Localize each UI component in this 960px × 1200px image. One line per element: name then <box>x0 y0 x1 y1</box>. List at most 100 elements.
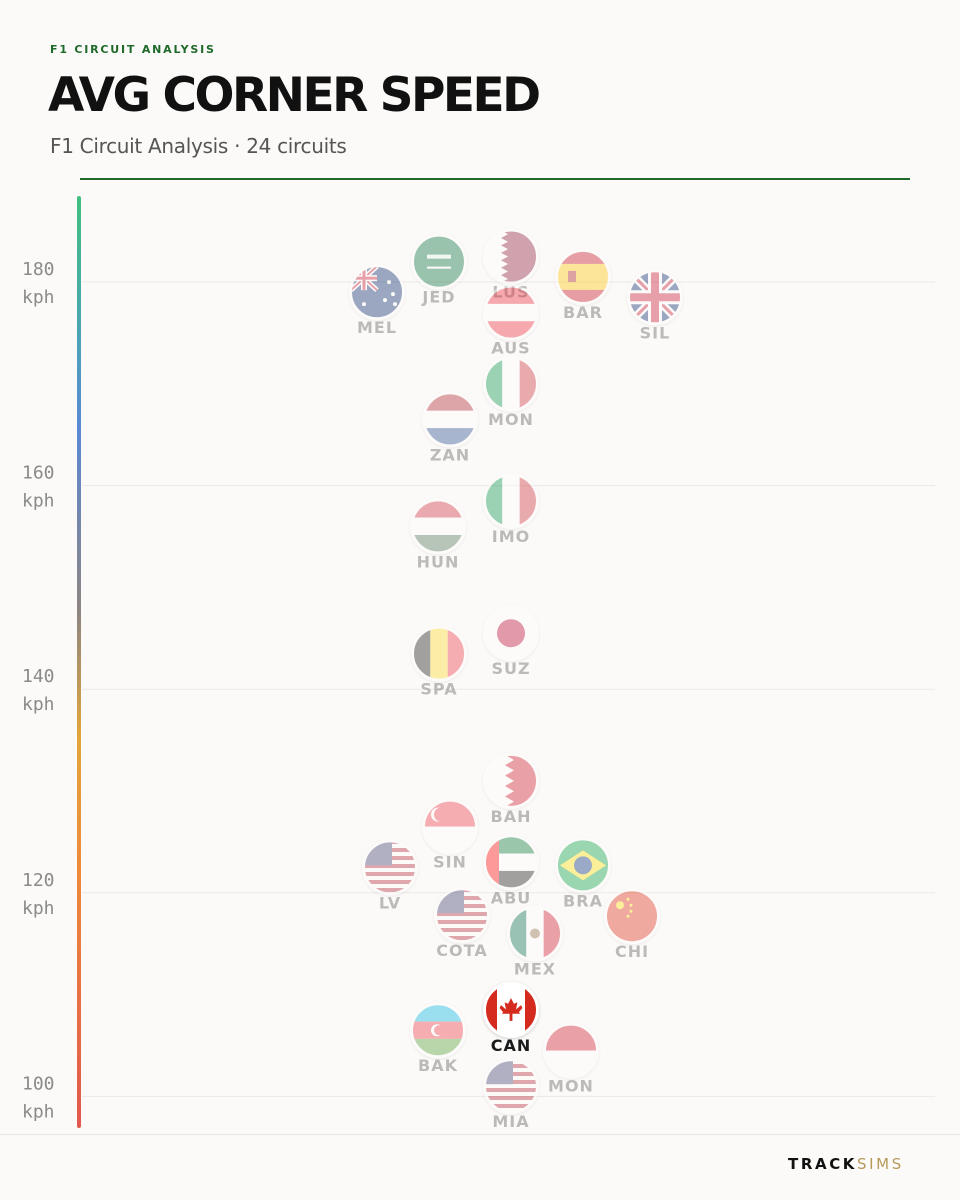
circuit-point: MON <box>483 355 539 429</box>
flag-badge <box>422 798 478 855</box>
flag-badge <box>411 625 467 682</box>
circuit-point: JED <box>411 233 467 307</box>
circuit-label: SPA <box>420 680 457 699</box>
circuit-point: HUN <box>410 498 466 571</box>
circuit-point: AUS <box>483 284 539 358</box>
flag-badge <box>410 498 466 555</box>
brazil-flag-icon <box>557 839 609 892</box>
circuit-point: MON <box>543 1022 599 1096</box>
circuit-point: SUZ <box>483 605 539 678</box>
circuit-label: MON <box>488 410 534 429</box>
brand-logo: TRACKSIMS <box>788 1155 904 1173</box>
circuit-label: IMO <box>492 527 530 546</box>
circuit-label: BAH <box>491 807 532 826</box>
flag-badge <box>483 605 539 662</box>
circuit-label: ABU <box>491 888 532 907</box>
circuit-point: CAN <box>483 981 539 1055</box>
austria-flag-icon <box>485 286 537 339</box>
uae-flag-icon <box>485 836 537 889</box>
circuit-label: SUZ <box>491 659 530 678</box>
flag-badge <box>483 228 539 285</box>
flag-badge <box>483 355 539 412</box>
usa-flag-icon <box>436 889 488 942</box>
circuit-point: BAR <box>555 248 611 322</box>
circuit-label: COTA <box>436 941 487 960</box>
header-divider <box>80 178 910 180</box>
circuit-label: MEL <box>357 318 397 337</box>
flag-badge <box>349 264 405 321</box>
flag-badge <box>627 269 683 326</box>
y-tick-label: 140 <box>22 666 55 687</box>
brand-part-track: TRACK <box>788 1155 858 1173</box>
circuit-label: MIA <box>492 1112 529 1131</box>
flag-badge <box>483 472 539 529</box>
flag-badge <box>483 284 539 341</box>
y-tick-unit: kph <box>22 287 55 308</box>
circuit-point: MEL <box>349 264 405 337</box>
circuit-label: BAK <box>418 1056 458 1075</box>
usa-flag-icon <box>364 841 416 894</box>
usa-flag-icon <box>485 1060 537 1113</box>
y-tick-unit: kph <box>22 898 55 919</box>
bahrain-flag-icon <box>485 754 537 807</box>
flag-badge <box>483 752 539 809</box>
y-tick-label: 160 <box>22 463 55 484</box>
circuit-label: LV <box>379 893 401 912</box>
circuit-label: AUS <box>491 339 530 358</box>
circuit-label: SIL <box>640 323 671 342</box>
australia-flag-icon <box>351 266 403 319</box>
mexico-flag-icon <box>509 907 561 960</box>
flag-badge <box>543 1022 599 1079</box>
flag-badge <box>411 233 467 290</box>
y-tick-unit: kph <box>22 694 55 715</box>
circuit-point: BAH <box>483 752 539 826</box>
azerbaijan-flag-icon <box>412 1004 464 1057</box>
y-tick-label: 180 <box>22 259 55 280</box>
eyebrow-label: F1 CIRCUIT ANALYSIS <box>50 43 216 56</box>
circuit-point: IMO <box>483 472 539 546</box>
brand-part-sims: SIMS <box>857 1155 904 1173</box>
circuit-label: MEX <box>514 960 556 979</box>
circuit-point: CHI <box>604 888 660 961</box>
flag-badge <box>422 391 478 448</box>
circuit-label: CAN <box>491 1036 532 1055</box>
flag-badge <box>410 1002 466 1059</box>
speed-gradient-bar <box>77 196 81 1128</box>
circuit-point: SIN <box>422 798 478 872</box>
circuit-point: LV <box>362 839 418 912</box>
circuit-label: BRA <box>563 891 603 910</box>
flag-badge <box>483 834 539 891</box>
italy-flag-icon <box>485 474 537 527</box>
flag-badge <box>555 248 611 305</box>
netherlands-flag-icon <box>424 393 476 446</box>
circuit-point: MIA <box>483 1058 539 1131</box>
qatar-flag-icon <box>485 230 537 283</box>
circuit-label: BAR <box>563 303 603 322</box>
circuit-point: COTA <box>434 887 490 960</box>
spain-flag-icon <box>557 250 609 303</box>
y-tick-unit: kph <box>22 1101 55 1122</box>
circuit-point: SIL <box>627 269 683 342</box>
china-flag-icon <box>606 890 658 943</box>
y-tick-label: 120 <box>22 870 55 891</box>
chart-title: AVG CORNER SPEED <box>48 68 541 123</box>
circuit-label: JED <box>421 288 455 307</box>
saudi-arabia-flag-icon <box>413 235 465 288</box>
italy-flag-icon <box>485 357 537 410</box>
chart-subtitle: F1 Circuit Analysis · 24 circuits <box>50 134 347 158</box>
footer-divider <box>0 1134 960 1135</box>
flag-badge <box>507 905 563 962</box>
hungary-flag-icon <box>412 500 464 553</box>
circuit-point: BAK <box>410 1002 466 1075</box>
circuit-point: ABU <box>483 834 539 907</box>
circuit-label: SIN <box>433 853 467 872</box>
great-britain-flag-icon <box>629 271 681 324</box>
circuit-point: SPA <box>411 625 467 699</box>
circuit-label: ZAN <box>430 445 470 464</box>
flag-badge <box>604 888 660 945</box>
y-tick-unit: kph <box>22 491 55 512</box>
circuit-label: CHI <box>615 942 649 961</box>
circuit-point: BRA <box>555 837 611 910</box>
flag-badge <box>555 837 611 894</box>
